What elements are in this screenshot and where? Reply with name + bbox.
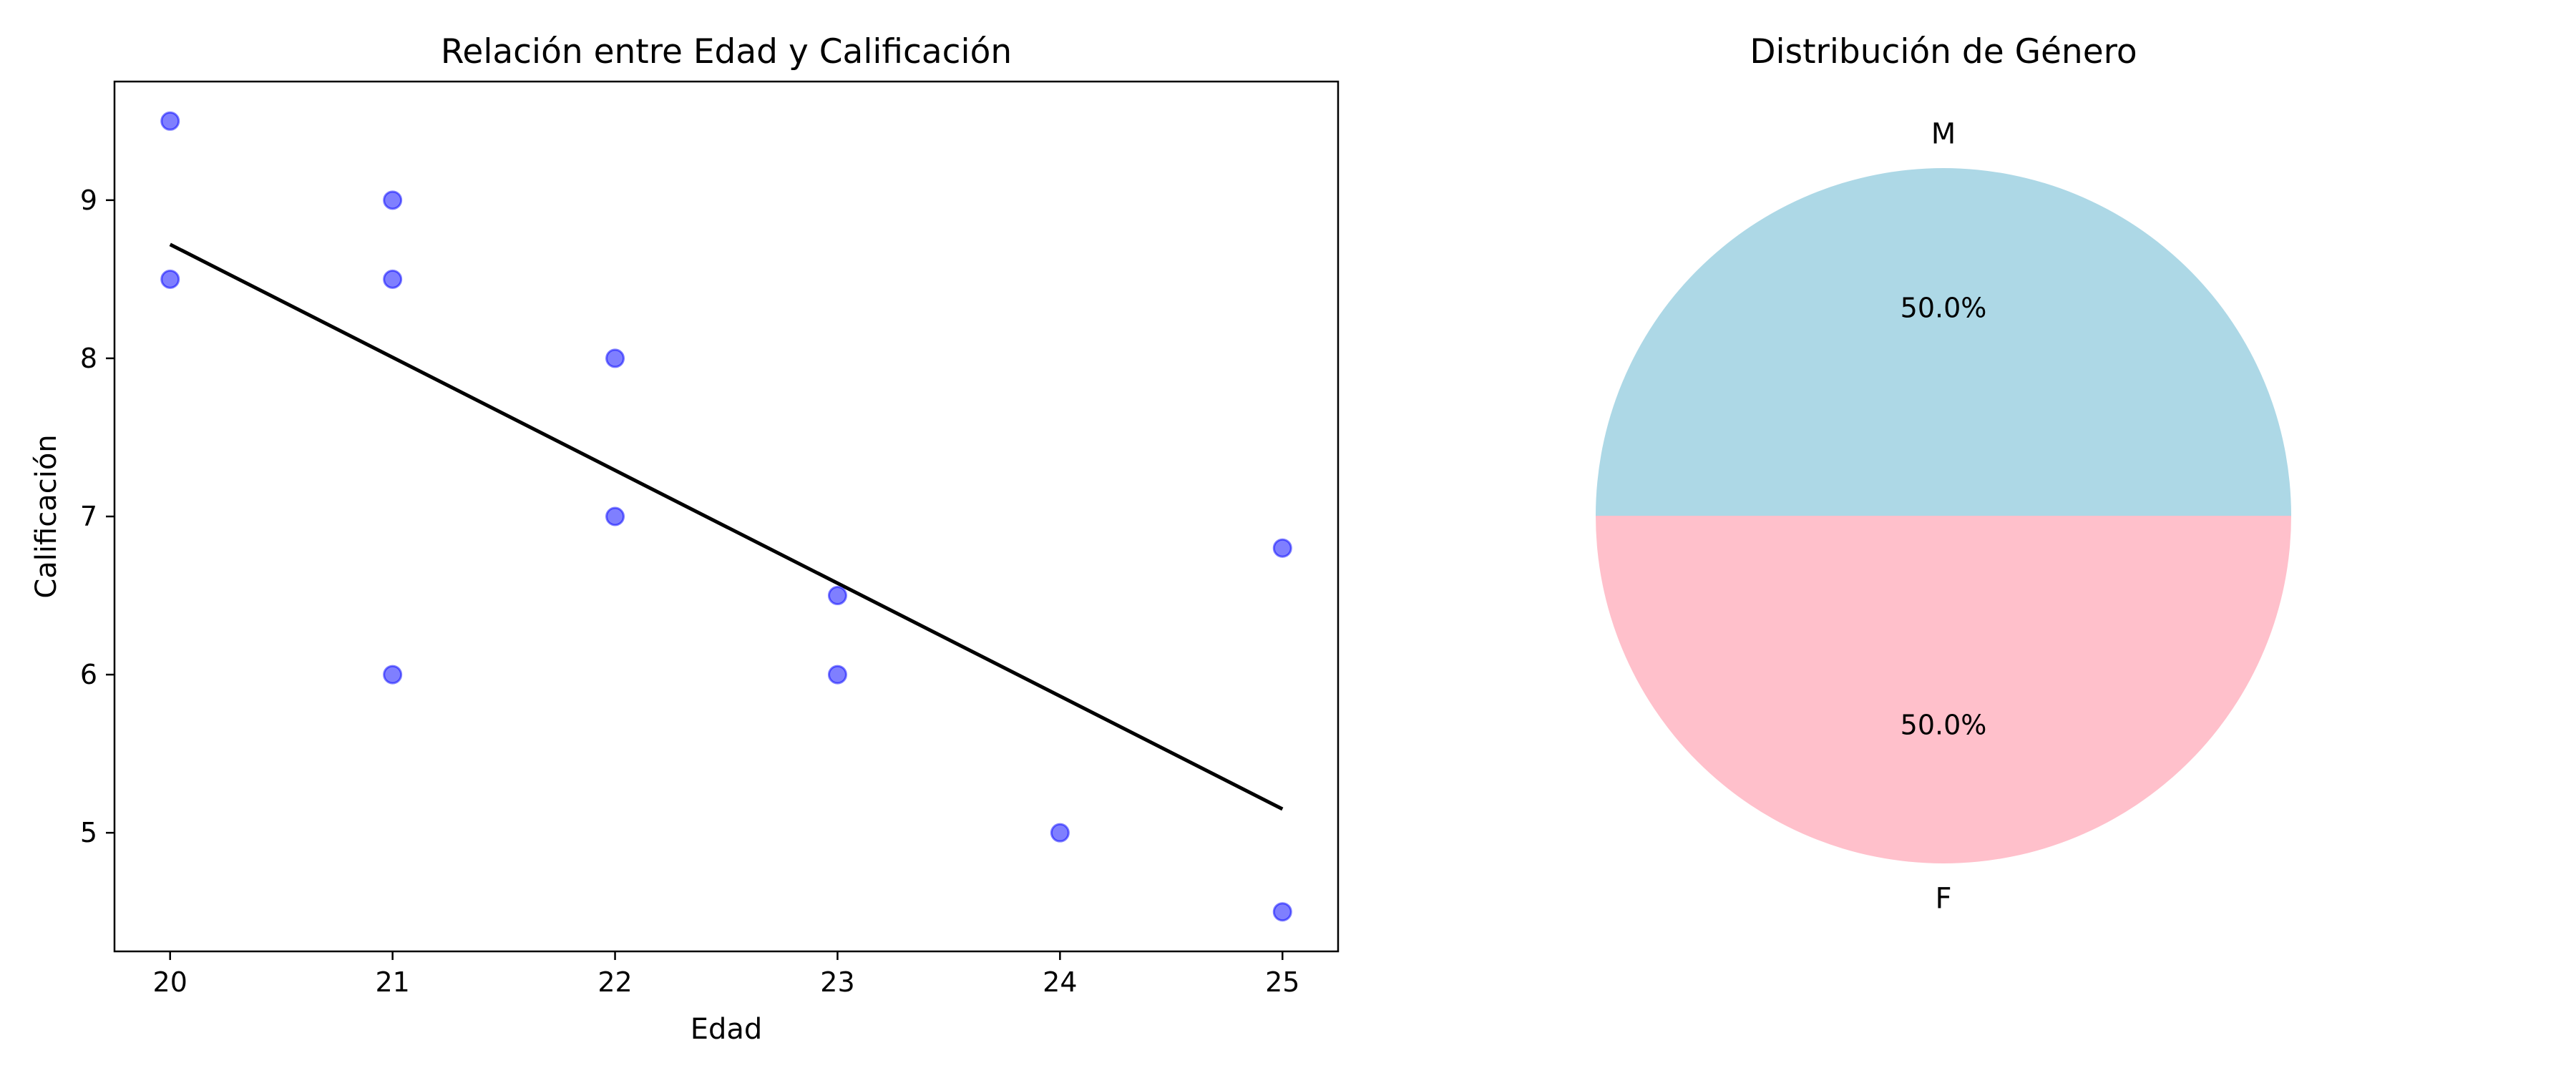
scatter-point (827, 586, 847, 606)
pie-slice-m (1596, 168, 2291, 516)
y-tick-label: 6 (80, 659, 97, 690)
scatter-point (605, 348, 625, 368)
x-tick-label: 20 (153, 966, 187, 998)
y-tick-label: 7 (80, 501, 97, 532)
pie-slice-label: M (1931, 117, 1956, 150)
trend-line (169, 242, 1284, 811)
scatter-point (1272, 902, 1292, 922)
y-axis-label: Calificación (30, 434, 63, 598)
scatter-point (827, 665, 847, 685)
x-tick-label: 22 (597, 966, 632, 998)
x-axis-ticks: 20 21 22 23 24 25 (153, 951, 1299, 998)
scatter-point (383, 190, 403, 210)
pie-slice-f (1596, 516, 2291, 863)
scatter-point (605, 506, 625, 526)
scatter-point (383, 269, 403, 289)
pie-slice-percent: 50.0% (1901, 710, 1987, 741)
scatter-point (160, 269, 180, 289)
scatter-points (160, 111, 1292, 922)
y-tick-label: 8 (80, 343, 97, 374)
scatter-point (1050, 823, 1070, 843)
y-axis-ticks: 5 6 7 8 9 (80, 185, 114, 848)
scatter-title: Relación entre Edad y Calificación (441, 32, 1012, 72)
pie-chart: Distribución de Género M 50.0% F 50.0% (1596, 32, 2291, 916)
y-tick-label: 5 (80, 817, 97, 848)
x-tick-label: 23 (820, 966, 854, 998)
scatter-point (1272, 538, 1292, 558)
pie-title: Distribución de Género (1750, 32, 2137, 72)
x-tick-label: 21 (375, 966, 409, 998)
x-axis-label: Edad (691, 1013, 763, 1046)
pie-slice-percent: 50.0% (1901, 292, 1987, 323)
x-tick-label: 25 (1265, 966, 1299, 998)
y-tick-label: 9 (80, 185, 97, 216)
trend-line-group (169, 242, 1284, 811)
scatter-point (383, 665, 403, 685)
pie-slices (1596, 168, 2291, 863)
scatter-point (160, 111, 180, 131)
pie-slice-label: F (1935, 883, 1951, 916)
x-tick-label: 24 (1043, 966, 1077, 998)
scatter-chart: Relación entre Edad y Calificación 20 21 2… (30, 32, 1340, 1046)
scatter-plot-frame (113, 80, 1340, 953)
pie-labels: M 50.0% F 50.0% (1901, 117, 1987, 915)
